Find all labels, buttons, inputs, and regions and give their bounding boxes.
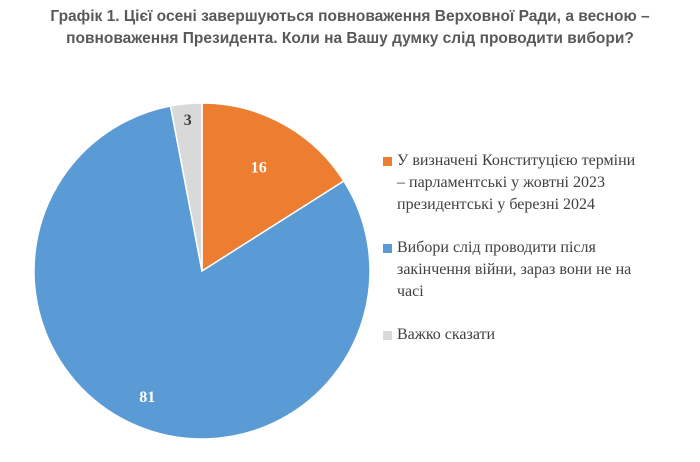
legend-swatch-1 xyxy=(383,244,392,253)
pie-slice-1 xyxy=(33,105,371,440)
pie-slice-0 xyxy=(201,102,345,273)
legend-swatch-0 xyxy=(383,157,392,166)
legend-label-1-line-0: Вибори слід проводити після xyxy=(397,239,596,256)
legend-label-0: У визначені Конституцією терміни – парлам… xyxy=(397,150,693,216)
pie-slice-2 xyxy=(169,102,203,272)
legend-label-0-line-2: президентські у березні 2024 xyxy=(397,196,596,213)
legend-item-2: Важко сказати xyxy=(383,324,693,346)
chart-title-line-1: Графік 1. Цієї осені завершуються повнов… xyxy=(50,8,650,25)
legend-swatch-2 xyxy=(383,331,392,340)
legend-label-1-line-2: часі xyxy=(397,283,424,300)
legend-item-1: Вибори слід проводити після закінчення ві… xyxy=(383,237,693,303)
legend-label-1-line-1: закінчення війни, зараз вони не на xyxy=(397,261,632,278)
pie-slice-label-1: 81 xyxy=(139,389,155,406)
legend-label-2: Важко сказати xyxy=(397,324,693,346)
pie-slice-label-0: 16 xyxy=(251,159,267,176)
chart-title-line-2: повноваження Президента. Коли на Вашу ду… xyxy=(66,30,634,47)
legend-label-2-line-0: Важко сказати xyxy=(397,326,496,343)
pie-slice-label-2: 3 xyxy=(184,112,192,129)
legend-label-0-line-1: – парламентські у жовтні 2023 xyxy=(397,174,605,191)
legend-item-0: У визначені Конституцією терміни – парлам… xyxy=(383,150,693,216)
legend-label-0-line-0: У визначені Конституцією терміни xyxy=(397,152,636,169)
legend: У визначені Конституцією терміни – парлам… xyxy=(383,150,693,367)
legend-label-1: Вибори слід проводити після закінчення ві… xyxy=(397,237,693,303)
chart-title: Графік 1. Цієї осені завершуються повнов… xyxy=(14,6,686,50)
